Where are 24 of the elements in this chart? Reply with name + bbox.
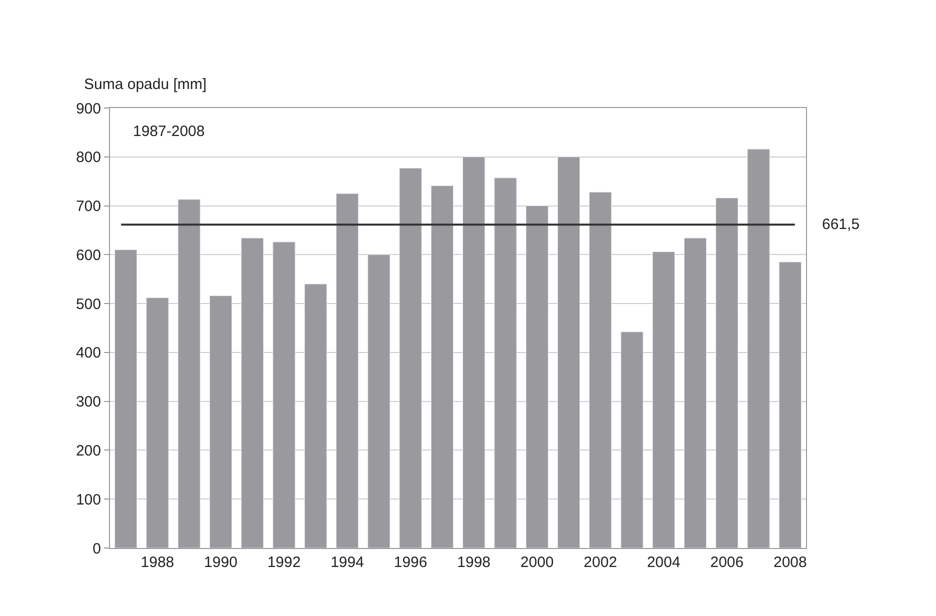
y-tick-label: 800 xyxy=(76,149,101,166)
x-tick-label: 1988 xyxy=(140,554,174,571)
x-tick-label: 2004 xyxy=(646,554,680,571)
y-tick-label: 200 xyxy=(76,442,101,460)
y-tick-label: 700 xyxy=(76,198,101,216)
x-tick-label: 2006 xyxy=(710,554,744,571)
x-tick-label: 2000 xyxy=(520,554,554,571)
y-tick-label: 400 xyxy=(76,344,101,362)
y-axis-title: Suma opadu [mm] xyxy=(84,76,207,93)
x-tick-label: 1990 xyxy=(204,554,238,571)
y-tick-label: 100 xyxy=(76,491,101,508)
y-tick-label: 0 xyxy=(92,540,101,558)
x-tick-label: 1992 xyxy=(267,554,301,571)
x-tick-label: 2002 xyxy=(584,554,618,571)
y-tick-label: 900 xyxy=(76,100,101,118)
ref-line-label: 661,5 xyxy=(822,216,860,233)
annotation: 1987-2008 xyxy=(133,123,205,140)
y-tick-label: 500 xyxy=(76,296,101,313)
x-tick-label: 1998 xyxy=(457,554,491,571)
y-tick-label: 600 xyxy=(76,246,101,264)
y-tick-label: 300 xyxy=(76,394,101,411)
x-tick-label: 2008 xyxy=(773,554,807,571)
x-tick-label: 1994 xyxy=(330,554,364,571)
x-tick-label: 1996 xyxy=(394,554,428,571)
